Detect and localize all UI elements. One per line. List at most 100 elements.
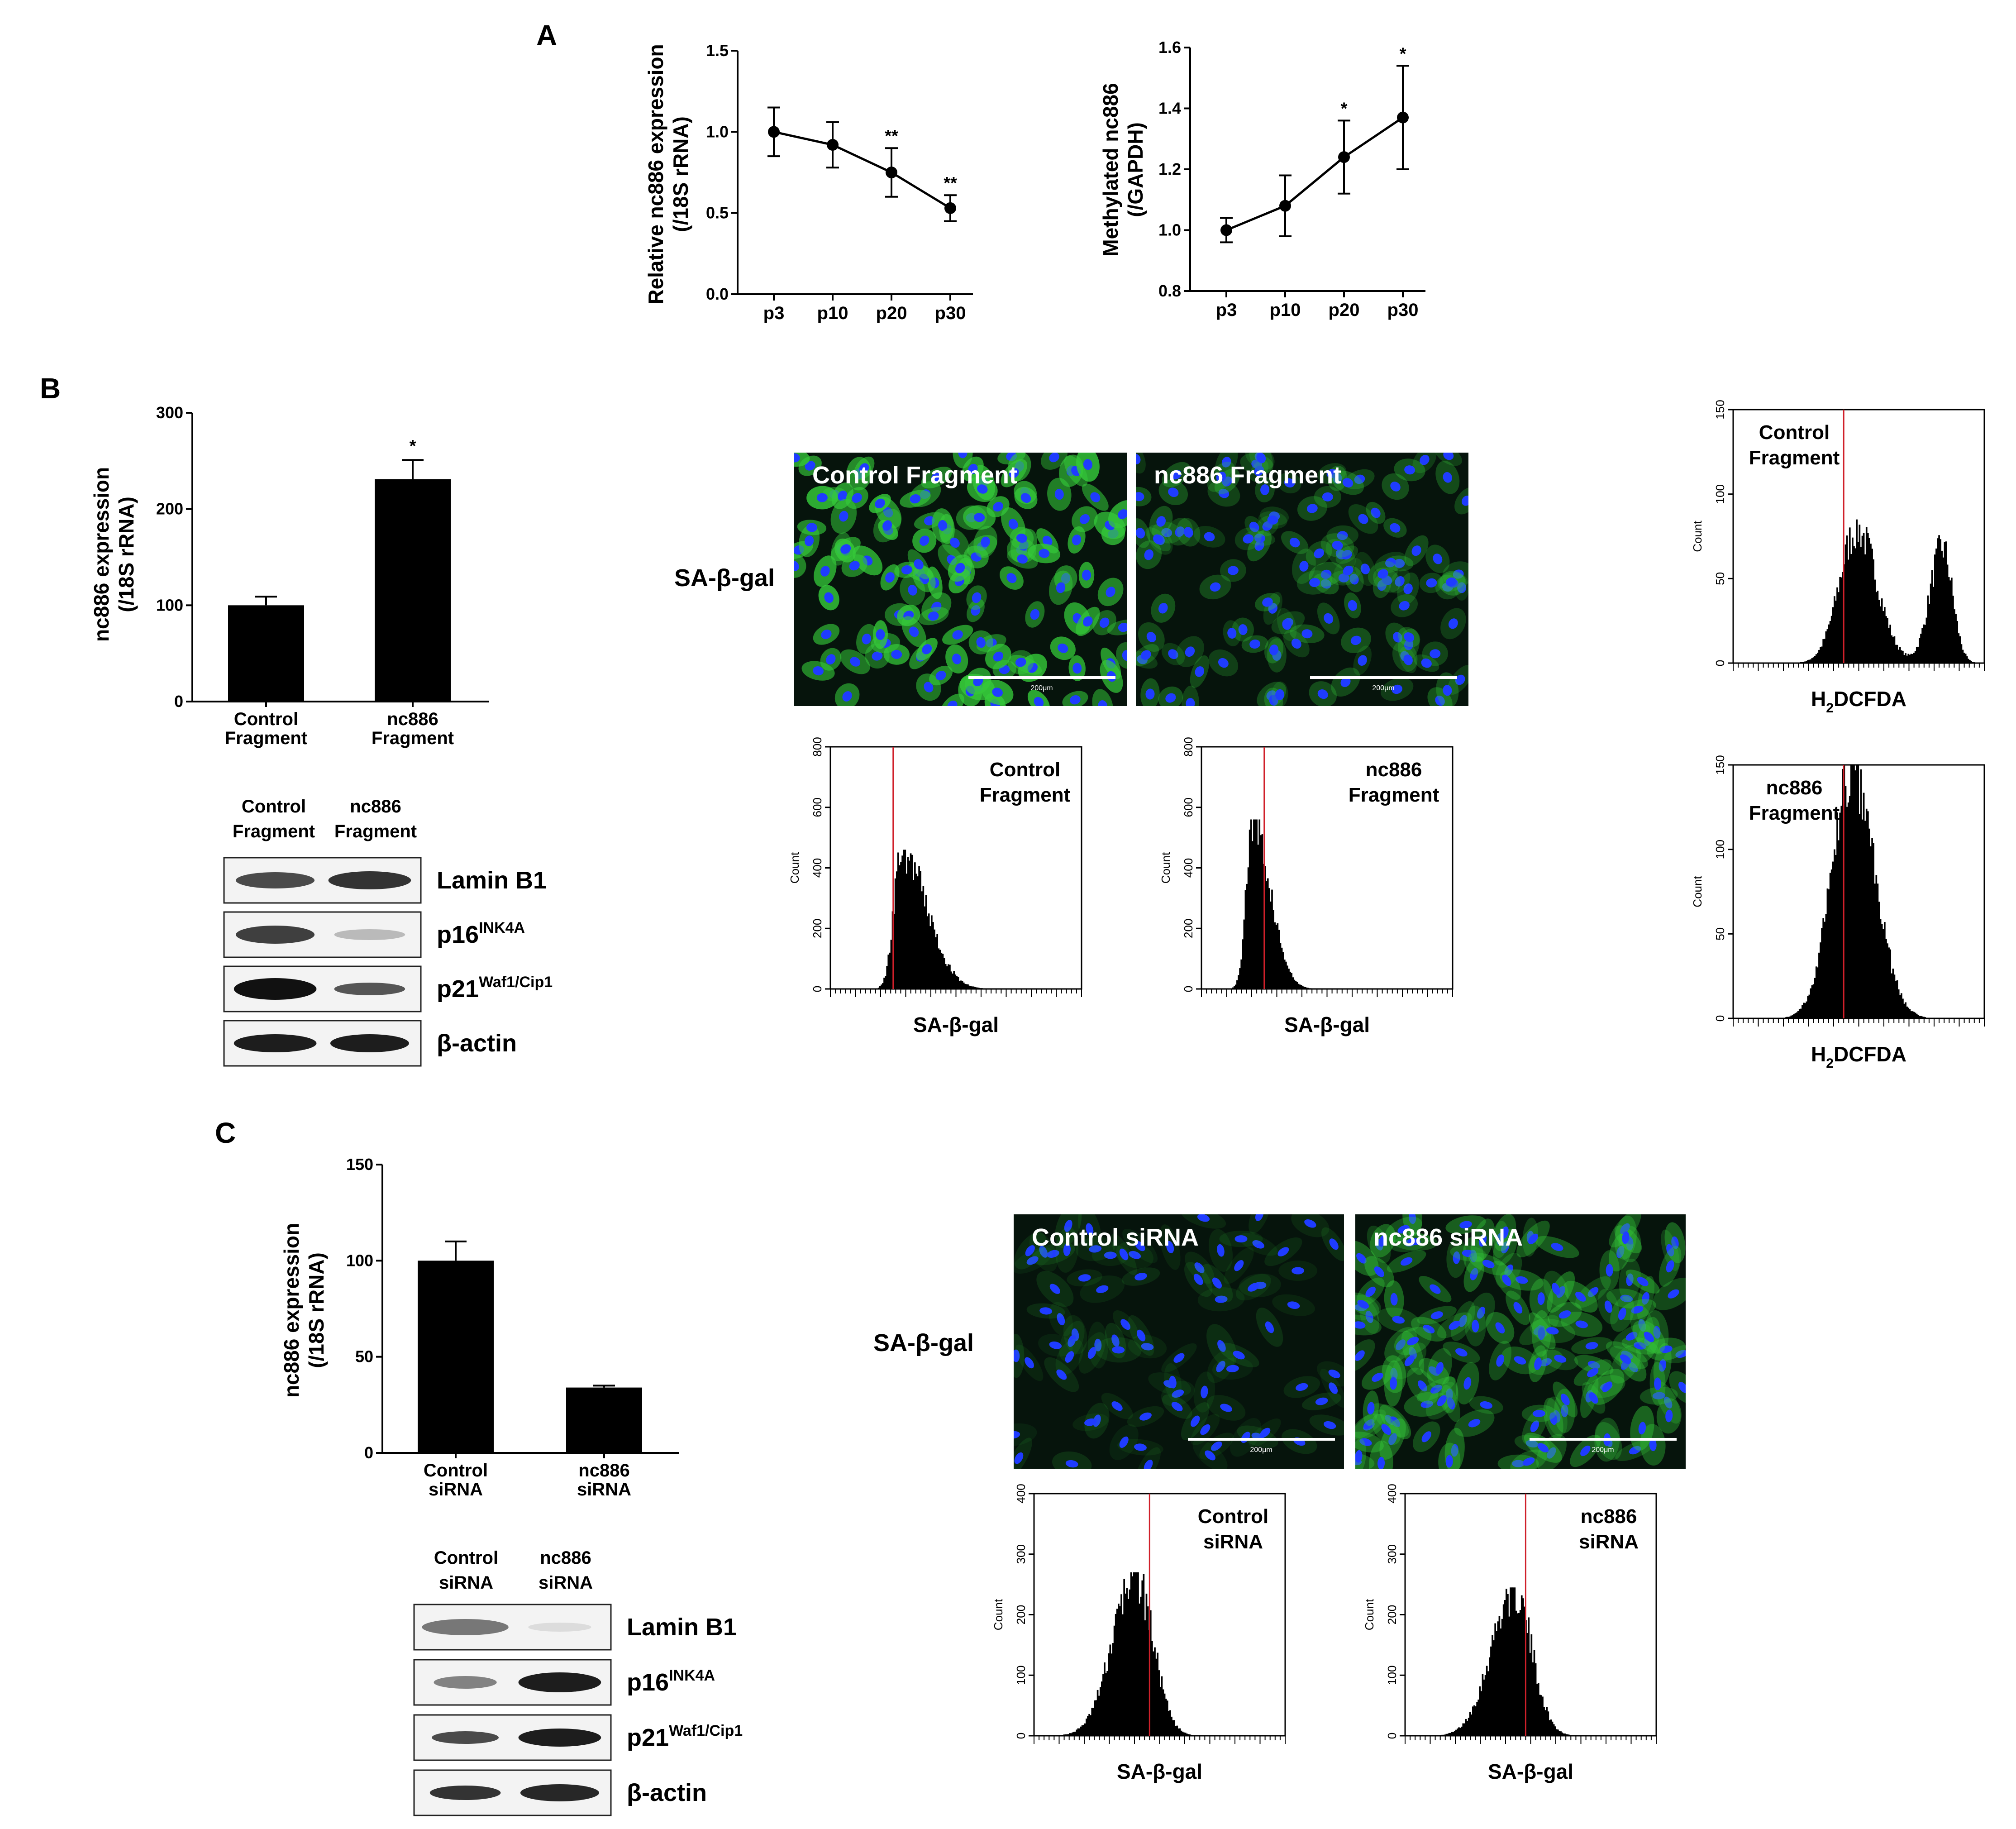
histogram-bin (1920, 634, 1922, 663)
histogram-bin (1882, 929, 1884, 1018)
cell-nucleus (1329, 1238, 1339, 1250)
cell-nucleus (1282, 619, 1292, 630)
cell-nucleus (1404, 639, 1414, 650)
cell-nucleus (1358, 655, 1367, 666)
histogram-bin (1296, 982, 1298, 989)
histogram-bin (904, 850, 906, 989)
histogram-bin (1454, 1731, 1456, 1736)
cell-nucleus (1039, 549, 1050, 558)
y-tick-label: 600 (810, 798, 824, 817)
x-tick-label: nc886 (387, 709, 438, 729)
cell-nucleus (1363, 1419, 1374, 1429)
histogram-bin (1277, 923, 1279, 989)
histogram-bin (1923, 624, 1925, 663)
histogram-bin (1882, 611, 1884, 663)
cell-nucleus (908, 584, 917, 596)
cell-nucleus (1119, 1248, 1129, 1261)
cell-nucleus (875, 498, 885, 509)
histogram-bin (1863, 793, 1865, 1018)
cell-nucleus (1016, 533, 1027, 543)
y-tick-label: 200 (1182, 919, 1195, 938)
histogram-bin (1879, 606, 1882, 663)
y-tick-label: 150 (1713, 755, 1727, 774)
cell-nucleus (1411, 545, 1421, 556)
histogram-bin (1838, 840, 1840, 1018)
histogram-bin (1444, 1734, 1446, 1736)
histogram-bin (1507, 1594, 1509, 1736)
cell-nucleus (1399, 601, 1410, 611)
y-tick-label: 400 (1385, 1484, 1399, 1503)
cell-nucleus (813, 666, 824, 676)
y-tick-label: 100 (1713, 840, 1727, 859)
cell-nucleus (1104, 1251, 1117, 1259)
cell-nucleus (1430, 649, 1441, 659)
histogram-bin (1852, 765, 1854, 1018)
cell-nucleus (1666, 1260, 1674, 1273)
histogram-bin (1514, 1587, 1516, 1736)
histogram-bin (1810, 659, 1812, 663)
population-label: Fragment (1749, 447, 1840, 469)
histogram-bin (1826, 629, 1829, 663)
cell-nucleus (1186, 698, 1195, 706)
x-tick-label: Fragment (225, 728, 307, 748)
significance-mark: ** (885, 127, 898, 146)
histogram-bin (1242, 939, 1244, 989)
x-tick-label: p3 (763, 303, 785, 323)
cell-nucleus (981, 536, 990, 548)
histogram-bin (1902, 650, 1904, 663)
histogram-bin (1888, 947, 1890, 1018)
histogram-bin (1842, 572, 1844, 663)
cell-nucleus (1329, 1382, 1338, 1394)
x-tick-label: nc886 (578, 1461, 629, 1480)
histogram-bin (1520, 1595, 1523, 1736)
cell-nucleus (1637, 1277, 1649, 1286)
cell-nucleus (1348, 600, 1358, 611)
cell-nucleus (1218, 658, 1229, 668)
x-axis-label-part: DCFDA (1834, 687, 1906, 711)
histogram-bin (1891, 635, 1893, 663)
histogram-bin (1112, 1643, 1114, 1736)
histogram-bin (1836, 812, 1838, 1018)
cell-nucleus (1589, 1392, 1598, 1404)
cell-nucleus (1292, 1267, 1305, 1275)
cell-nucleus (1342, 478, 1354, 487)
cell-nucleus (1079, 514, 1090, 524)
cell-nucleus (1136, 492, 1144, 501)
histogram-bin (877, 988, 880, 989)
histogram-bin (1807, 996, 1809, 1018)
histogram-bin (1919, 638, 1921, 663)
population-label: nc886 (1766, 777, 1823, 799)
histogram-bin (1273, 910, 1274, 989)
histogram-bin (912, 879, 915, 989)
cell-nucleus (1453, 569, 1464, 579)
significance-mark: * (1400, 44, 1406, 63)
histogram-bin (1143, 1574, 1145, 1736)
histogram-bin (1125, 1593, 1127, 1736)
cell-nucleus (1390, 1368, 1398, 1380)
cell-nucleus (1671, 1236, 1679, 1249)
cell-nucleus (1678, 1382, 1686, 1393)
cell-nucleus (1139, 1412, 1152, 1421)
histogram-bin (1853, 546, 1855, 663)
cell-nucleus (1620, 1354, 1631, 1364)
cell-nucleus (935, 670, 946, 681)
histogram-bin (957, 977, 959, 989)
micrograph-b-nc886 (1136, 453, 1468, 706)
x-tick-label: p30 (1387, 300, 1419, 320)
cell-nucleus (1448, 618, 1458, 629)
histogram-bin (1510, 1587, 1511, 1736)
cell-nucleus (1359, 1438, 1372, 1446)
cell-nucleus (1134, 1273, 1147, 1281)
blot-band (234, 978, 317, 1000)
blot-label: β-actin (437, 1030, 517, 1057)
y-tick-label: 100 (1014, 1666, 1028, 1685)
histogram-bin (1937, 538, 1939, 663)
histogram-bin (1564, 1733, 1566, 1736)
histogram-bin (946, 966, 948, 989)
cell-nucleus (1172, 1390, 1184, 1398)
histogram-bin (1917, 646, 1919, 663)
histogram-bin (1871, 549, 1873, 663)
cell-nucleus (1267, 515, 1278, 525)
histogram-bin (1785, 1017, 1787, 1018)
cell-nucleus (1390, 523, 1401, 533)
